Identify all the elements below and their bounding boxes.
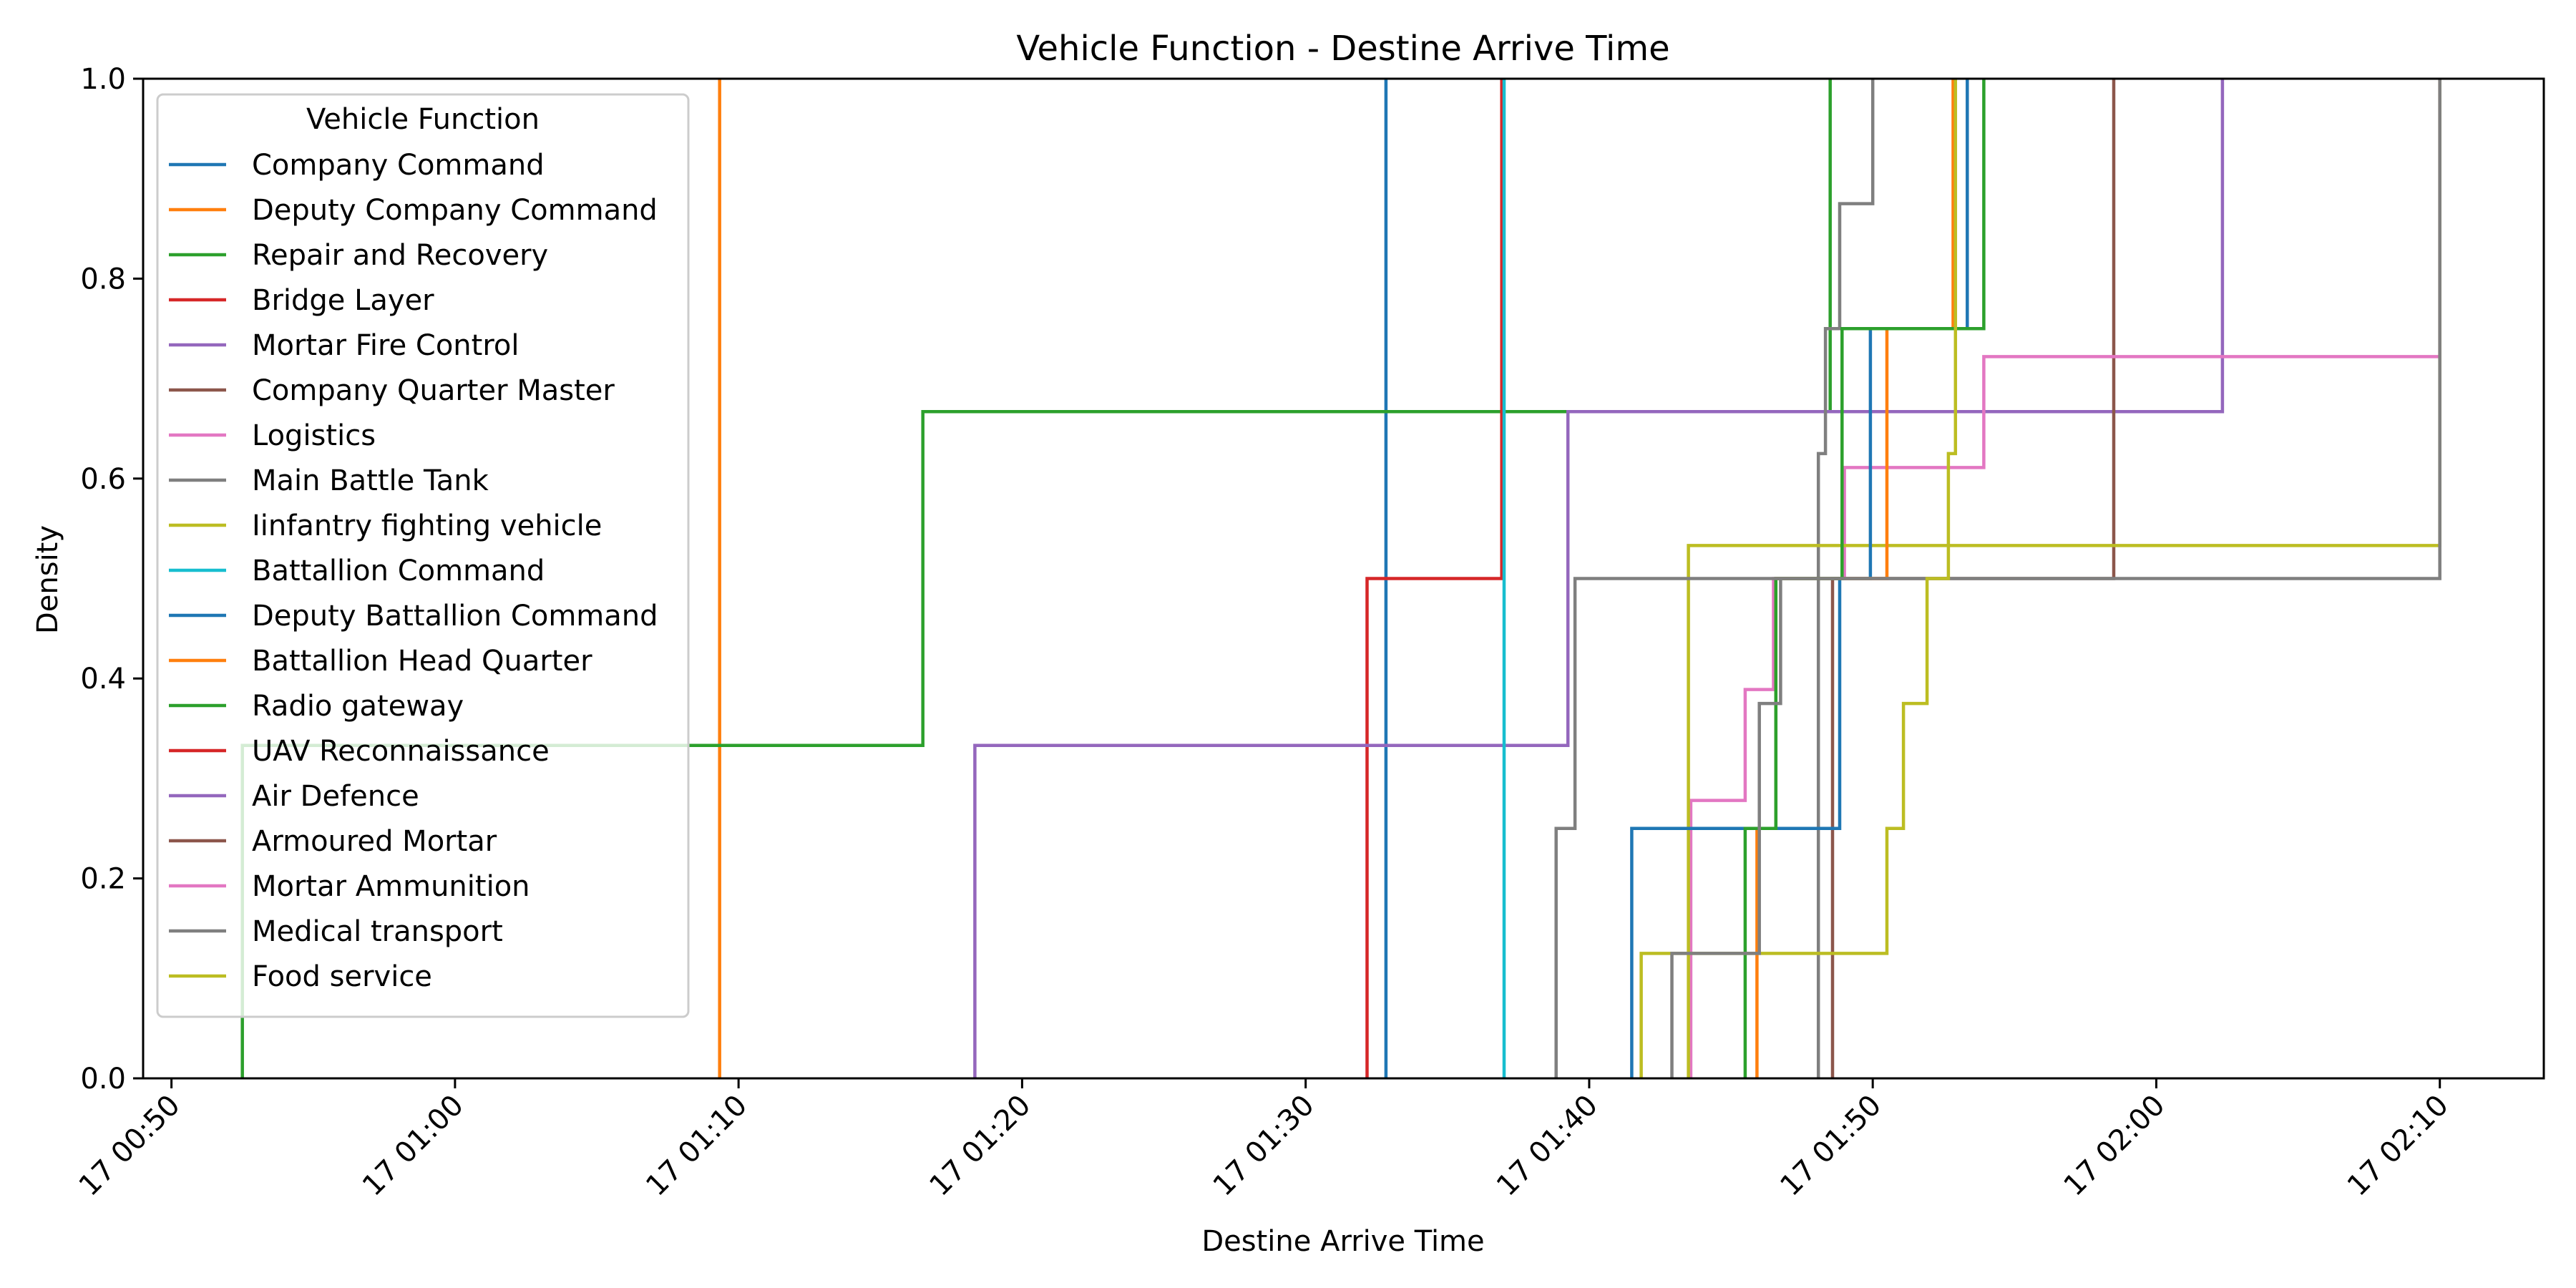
y-tick-label: 0.4 [80, 663, 126, 696]
legend-label: Mortar Ammunition [252, 870, 530, 903]
legend: Vehicle Function Company Command Deputy Co… [156, 93, 690, 1018]
legend-label: Medical transport [252, 915, 503, 948]
y-tick-label: 0.8 [80, 263, 126, 296]
x-axis-label: Destine Arrive Time [1201, 1225, 1484, 1258]
legend-box [156, 93, 690, 1018]
legend-label: Deputy Battallion Command [252, 600, 658, 633]
legend-title: Vehicle Function [306, 103, 540, 136]
legend-label: Company Quarter Master [252, 374, 615, 407]
y-axis-label: Density [31, 525, 64, 634]
legend-label: Food service [252, 960, 432, 993]
y-tick-label: 0.6 [80, 463, 126, 496]
legend-label: Repair and Recovery [252, 239, 548, 272]
legend-label: Battallion Head Quarter [252, 645, 592, 678]
legend-label: Main Battle Tank [252, 464, 489, 497]
series-line-main-battle-tank-part [1670, 578, 1782, 1078]
chart-title: Vehicle Function - Destine Arrive Time [1016, 29, 1669, 69]
y-tick-label: 1.0 [80, 63, 126, 96]
legend-label: Deputy Company Command [252, 194, 658, 227]
plot-frame [142, 77, 2545, 1080]
series-line-bridge-layer [1365, 79, 1503, 1078]
legend-label: UAV Reconnaissance [252, 735, 550, 768]
y-axis: 0.0 0.2 0.4 0.6 0.8 1.0 [80, 63, 143, 1096]
legend-label: Logistics [252, 419, 376, 452]
y-tick-label: 0.2 [80, 863, 126, 896]
series-line-food-service [1639, 79, 1958, 1078]
legend-label: Company Command [252, 149, 545, 182]
legend-label: Bridge Layer [252, 284, 434, 317]
legend-label: Radio gateway [252, 690, 464, 723]
series-line-main-battle-tank [1816, 79, 1875, 1078]
legend-label: Armoured Mortar [252, 825, 497, 858]
legend-label: Battallion Command [252, 555, 545, 587]
series-line-medical-transport [1554, 79, 2441, 1078]
legend-label: Iinfantry fighting vehicle [252, 509, 602, 542]
legend-label: Mortar Fire Control [252, 329, 519, 362]
y-tick-label: 0.0 [80, 1063, 126, 1096]
legend-label: Air Defence [252, 780, 419, 813]
